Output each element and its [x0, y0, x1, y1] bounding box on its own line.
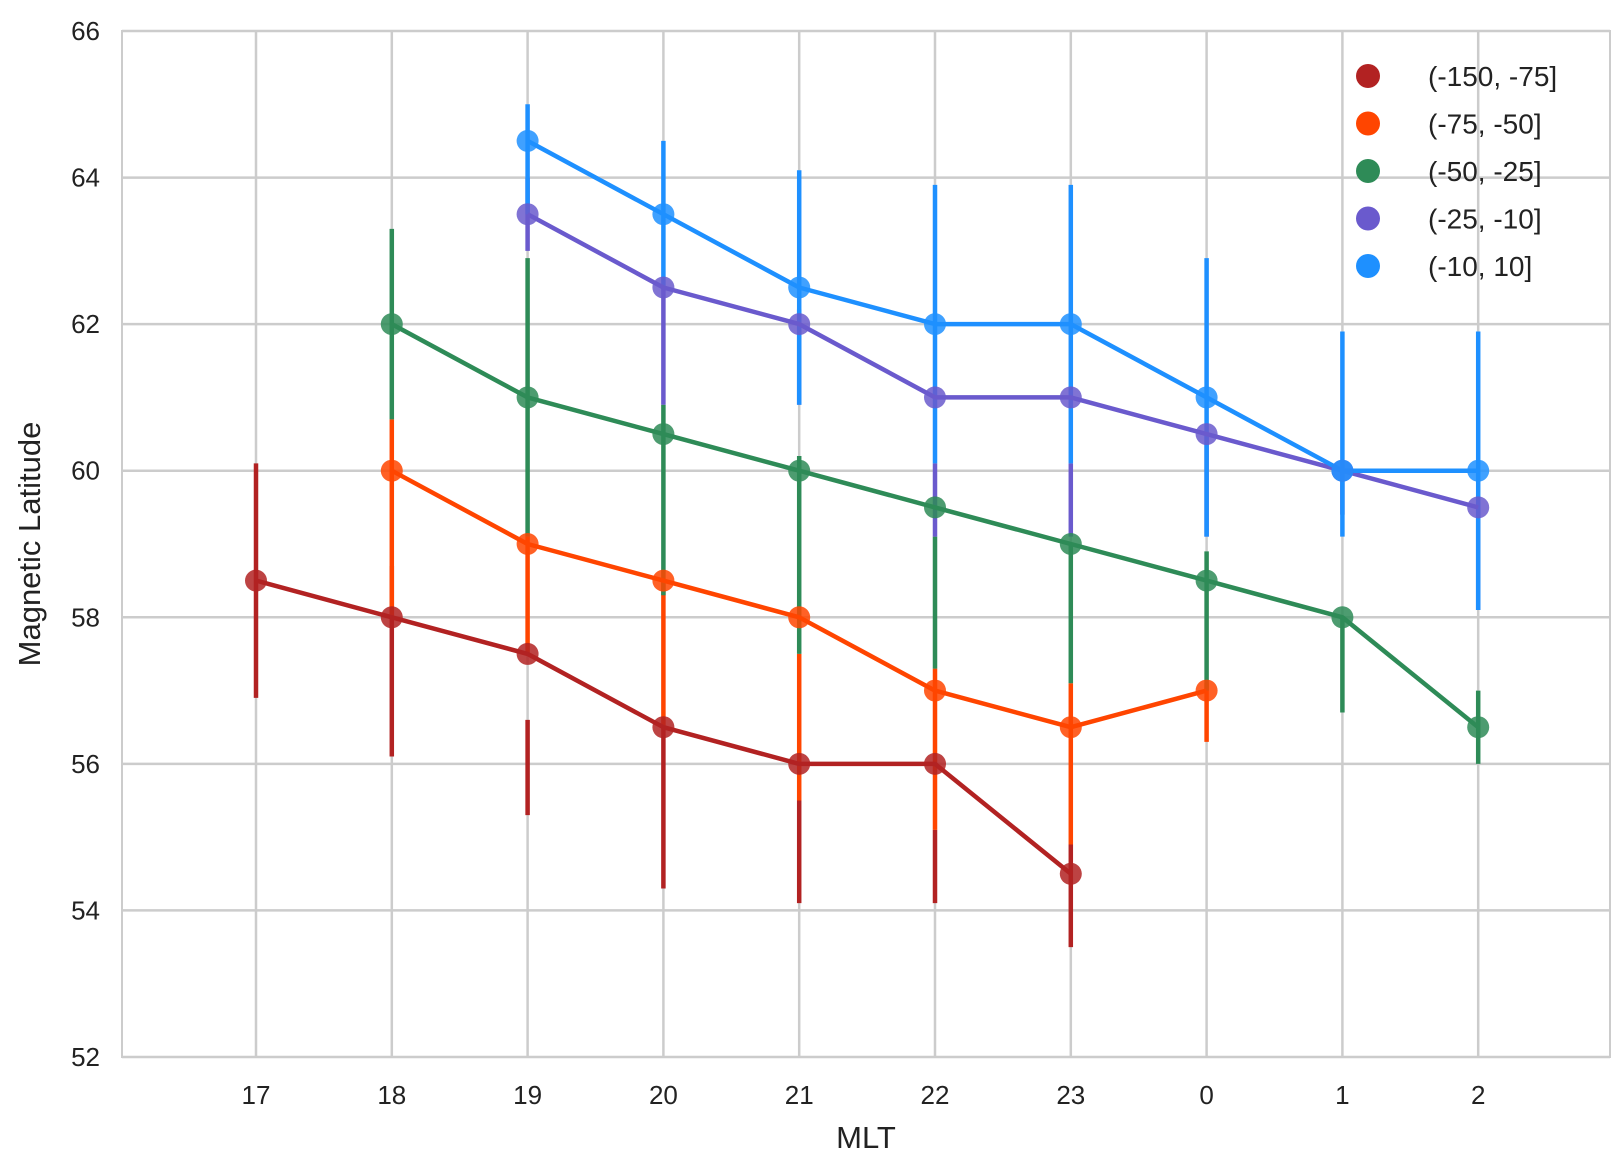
x-tick-label: 18 [377, 1080, 406, 1110]
legend-label: (-50, -25] [1428, 156, 1542, 187]
data-point [788, 459, 811, 482]
legend-label: (-25, -10] [1428, 204, 1542, 235]
x-axis-label: MLT [836, 1120, 896, 1155]
x-tick-label: 23 [1056, 1080, 1085, 1110]
data-point [380, 313, 403, 336]
data-point [516, 129, 539, 152]
y-tick-label: 58 [71, 602, 100, 632]
data-point [652, 276, 675, 299]
y-tick-labels: 52 54 56 58 60 62 64 66 [71, 16, 100, 1072]
data-point [1467, 459, 1490, 482]
data-point [788, 752, 811, 775]
legend-marker [1356, 206, 1380, 231]
data-point [924, 752, 946, 775]
x-tick-label: 17 [242, 1080, 271, 1110]
legend-label: (-150, -75] [1428, 61, 1557, 92]
data-point [652, 569, 675, 592]
y-tick-label: 56 [71, 749, 100, 779]
series-line [526, 138, 1479, 473]
data-point [788, 276, 811, 299]
data-point [788, 313, 811, 336]
data-point [924, 313, 946, 336]
legend-marker [1356, 64, 1380, 88]
y-tick-label: 66 [71, 16, 100, 46]
data-point [1467, 716, 1490, 739]
y-tick-label: 62 [71, 309, 100, 339]
data-point [516, 386, 539, 409]
data-point [1467, 496, 1490, 519]
y-tick-label: 60 [71, 456, 100, 486]
data-point [1059, 716, 1082, 739]
legend-marker [1356, 254, 1380, 278]
data-point [1195, 386, 1218, 409]
x-tick-label: 22 [921, 1080, 950, 1110]
data-point [652, 716, 675, 739]
data-point [1195, 679, 1218, 702]
data-point [924, 386, 946, 409]
data-point [516, 642, 539, 665]
x-tick-label: 21 [785, 1080, 814, 1110]
legend-marker [1356, 111, 1380, 136]
data-points [245, 129, 1490, 885]
error-bars [253, 104, 1481, 948]
data-point [652, 423, 675, 446]
data-point [380, 459, 403, 482]
x-tick-label: 20 [649, 1080, 678, 1110]
plot-frame [121, 30, 1611, 1058]
data-point [924, 496, 946, 519]
x-tick-labels: 17 18 19 20 21 22 23 0 1 2 [242, 1080, 1486, 1110]
y-tick-label: 52 [71, 1042, 100, 1072]
data-point [788, 606, 811, 629]
data-point [924, 679, 946, 702]
data-point [1195, 423, 1218, 446]
data-point [516, 533, 539, 555]
data-point [1059, 313, 1082, 336]
data-point [245, 569, 267, 592]
data-point [380, 606, 403, 629]
data-point [1059, 533, 1082, 555]
data-point [1331, 459, 1354, 482]
x-tick-label: 0 [1199, 1080, 1213, 1110]
grid [122, 29, 1610, 1059]
x-tick-label: 2 [1471, 1080, 1485, 1110]
data-point [516, 203, 539, 226]
y-tick-label: 64 [71, 163, 100, 193]
series-line [526, 212, 1479, 510]
data-point [652, 203, 675, 226]
x-tick-label: 19 [513, 1080, 542, 1110]
y-tick-label: 54 [71, 895, 100, 925]
legend-label: (-10, 10] [1428, 251, 1532, 282]
data-point [1059, 386, 1082, 409]
y-axis-label: Magnetic Latitude [12, 422, 47, 667]
legend: (-150, -75] (-75, -50] (-50, -25] (-25, -10… [1356, 61, 1557, 282]
data-point [1059, 862, 1082, 885]
data-point [1331, 606, 1354, 629]
legend-marker [1356, 159, 1380, 183]
x-tick-label: 1 [1335, 1080, 1349, 1110]
legend-label: (-75, -50] [1428, 109, 1542, 140]
data-point [1195, 569, 1218, 592]
